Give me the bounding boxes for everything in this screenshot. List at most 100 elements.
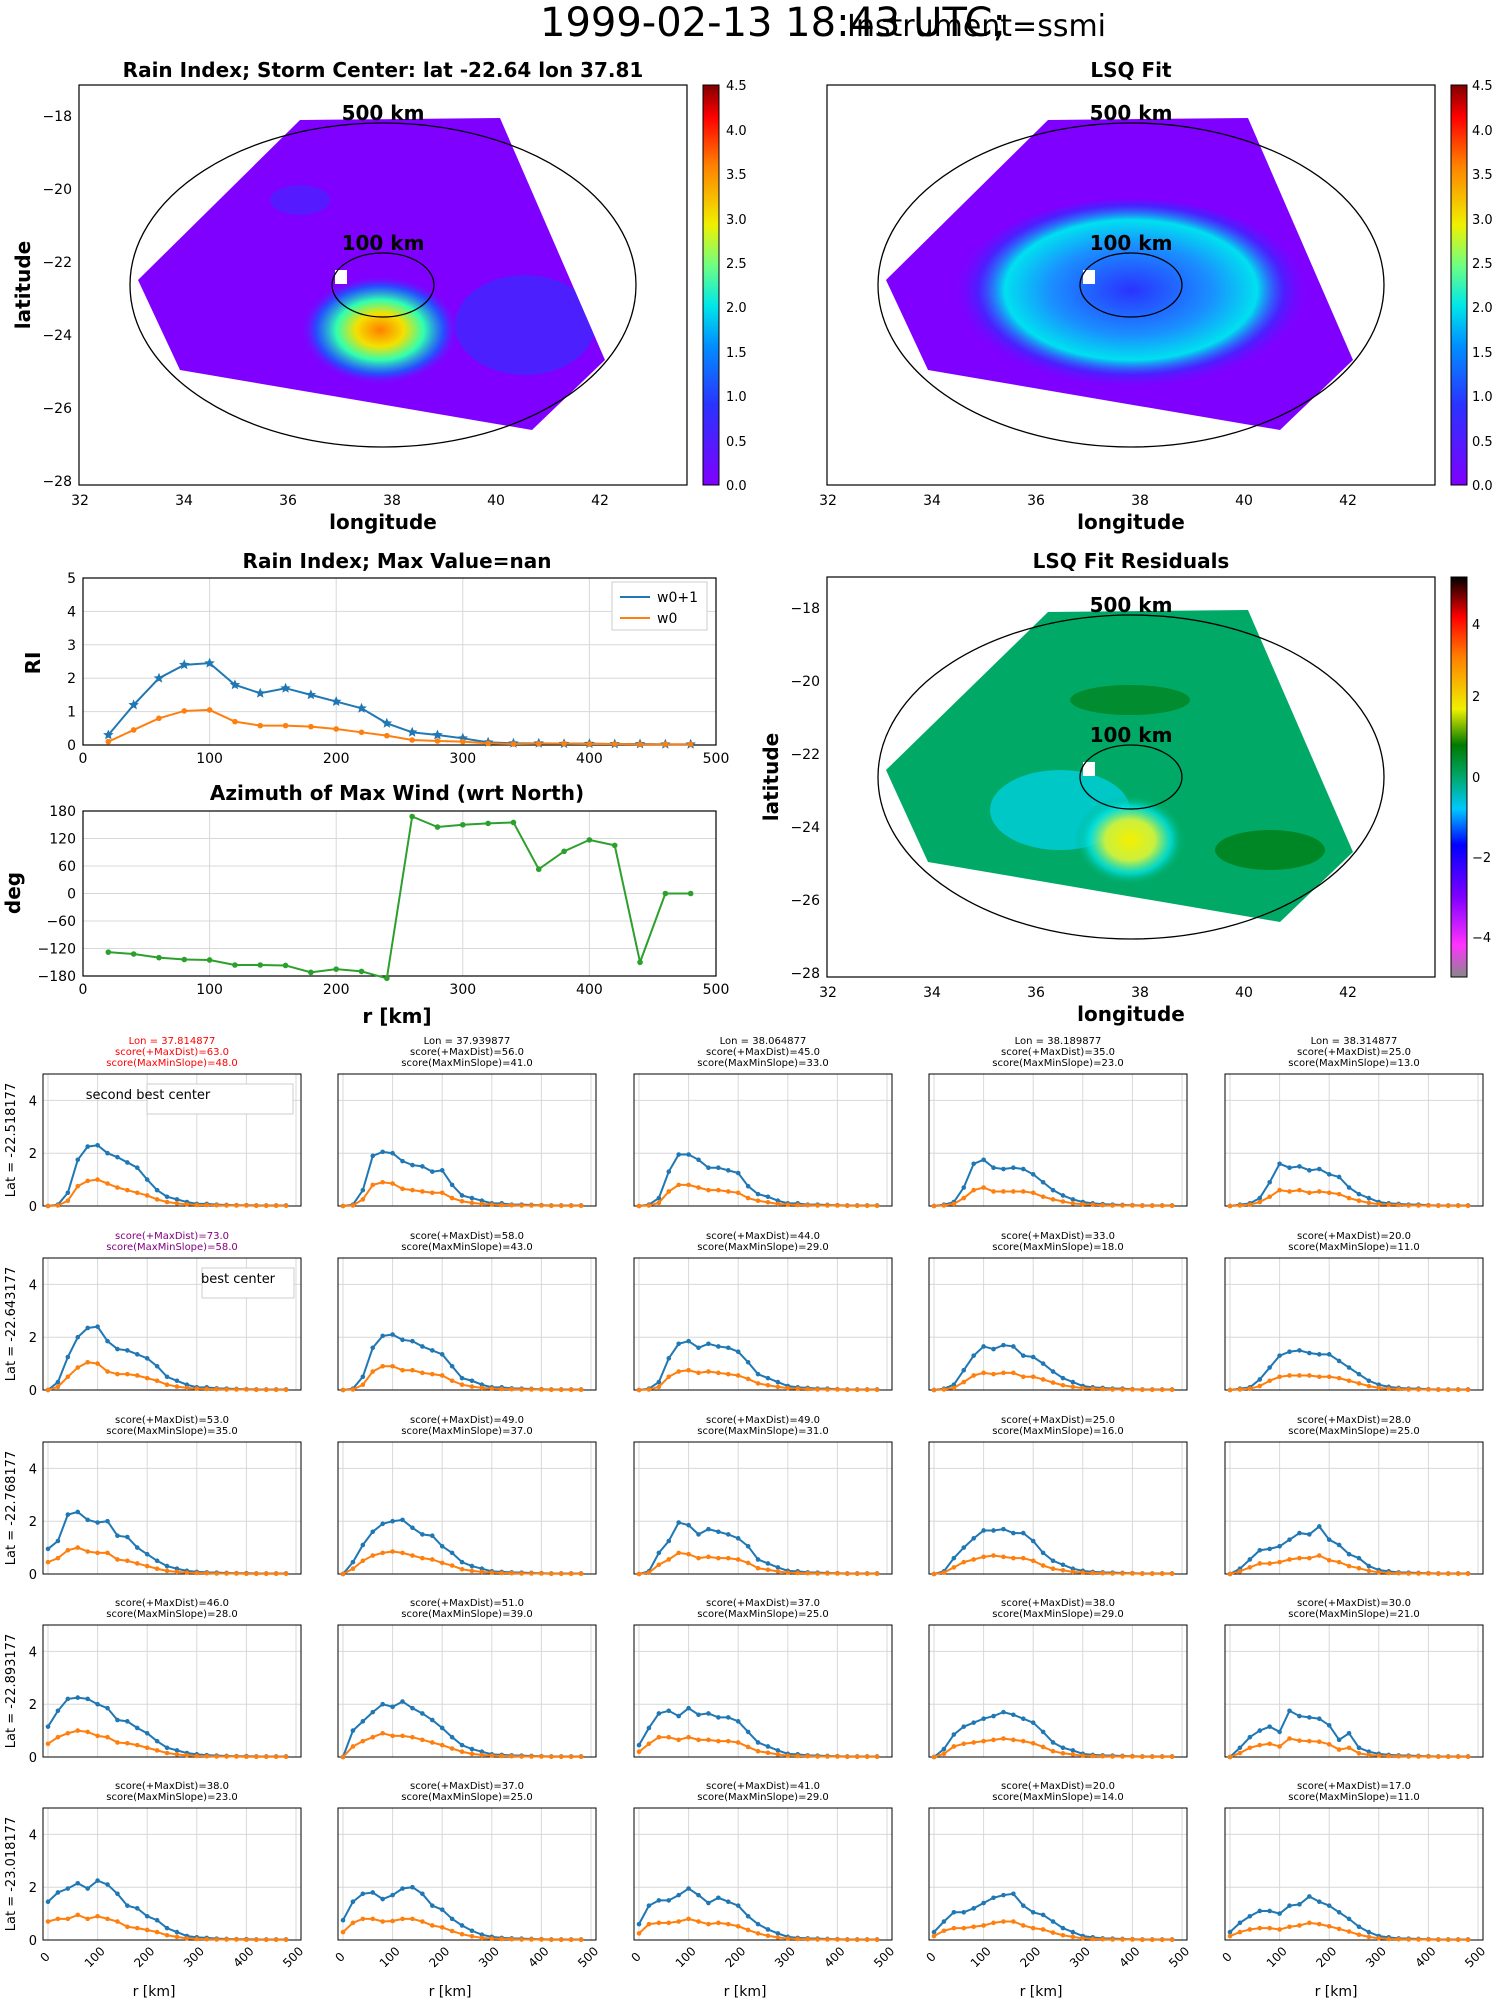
panel-title: score(+MaxDist)=25.0 bbox=[1297, 1047, 1411, 1058]
data-point bbox=[164, 1750, 170, 1756]
data-point bbox=[164, 1925, 170, 1931]
tick-label: 0 bbox=[333, 1950, 348, 1965]
data-point bbox=[1257, 1742, 1263, 1748]
data-point bbox=[164, 1745, 170, 1751]
data-point bbox=[971, 1557, 976, 1562]
data-point bbox=[244, 1937, 249, 1943]
data-point bbox=[194, 1753, 200, 1759]
data-point bbox=[568, 1937, 574, 1943]
data-point bbox=[845, 1937, 850, 1943]
data-point bbox=[636, 1749, 642, 1755]
data-point bbox=[115, 1557, 120, 1562]
data-point bbox=[55, 1379, 61, 1385]
data-point bbox=[370, 1890, 376, 1895]
data-point bbox=[283, 1754, 289, 1760]
data-point bbox=[805, 1570, 810, 1576]
data-point bbox=[55, 1890, 61, 1895]
data-point bbox=[835, 1387, 840, 1392]
data-point bbox=[384, 732, 390, 739]
data-point bbox=[716, 1165, 721, 1171]
data-point bbox=[489, 1202, 495, 1207]
data-point bbox=[75, 1880, 81, 1886]
cbar-tick: 3.5 bbox=[726, 168, 747, 183]
tick-label: 100 bbox=[1264, 1944, 1290, 1970]
data-point bbox=[263, 1937, 269, 1943]
data-point bbox=[479, 1932, 485, 1938]
data-point bbox=[636, 1742, 642, 1748]
data-point bbox=[1426, 1754, 1431, 1759]
data-point bbox=[558, 1937, 564, 1943]
data-point bbox=[805, 1202, 810, 1208]
cbar-tick: 2.0 bbox=[1472, 301, 1493, 316]
data-point bbox=[716, 1344, 721, 1349]
data-point bbox=[1080, 1753, 1086, 1758]
data-point bbox=[656, 1384, 662, 1390]
data-point bbox=[214, 1202, 219, 1208]
data-point bbox=[1227, 1754, 1233, 1760]
data-point bbox=[479, 1201, 485, 1207]
data-point bbox=[469, 1563, 475, 1569]
azimuth-axes bbox=[82, 810, 717, 977]
data-point bbox=[1020, 1166, 1026, 1172]
data-point bbox=[549, 1387, 554, 1393]
data-point bbox=[400, 1886, 405, 1891]
data-point bbox=[1416, 1571, 1421, 1576]
data-point bbox=[350, 1559, 356, 1565]
map-resid-ylabel: latitude bbox=[759, 733, 783, 821]
cbar-tick: 4.5 bbox=[726, 79, 747, 94]
map-resid-xticks: 32 34 36 38 40 42 bbox=[819, 985, 1357, 1001]
tick-label: 0 bbox=[29, 1384, 37, 1399]
tick-label: 200 bbox=[323, 751, 350, 767]
data-point bbox=[941, 1203, 947, 1208]
data-point bbox=[85, 1916, 90, 1922]
data-point bbox=[164, 1568, 170, 1574]
data-point bbox=[85, 1886, 90, 1891]
profile-ylabel: RI bbox=[21, 652, 45, 675]
tick-label: 32 bbox=[819, 985, 837, 1001]
cbar-tick: 1.5 bbox=[1472, 346, 1493, 361]
data-point bbox=[1287, 1924, 1292, 1930]
panel-axes bbox=[337, 1073, 597, 1207]
data-point bbox=[1130, 1937, 1135, 1942]
profile-grid: Lon = 37.814877score(+MaxDist)=63.0score… bbox=[29, 1036, 1489, 1970]
tick-label: 500 bbox=[871, 1944, 897, 1970]
data-point bbox=[568, 1387, 574, 1393]
data-point bbox=[105, 1734, 110, 1740]
data-point bbox=[529, 1387, 534, 1392]
data-point bbox=[164, 1932, 170, 1938]
data-point bbox=[1297, 1373, 1302, 1378]
data-point bbox=[400, 1916, 405, 1922]
data-point bbox=[1120, 1387, 1125, 1392]
data-point bbox=[1436, 1387, 1441, 1393]
data-point bbox=[1110, 1754, 1115, 1759]
data-point bbox=[1406, 1754, 1411, 1759]
data-point bbox=[1060, 1751, 1066, 1756]
tick-label: 300 bbox=[449, 751, 476, 767]
data-point bbox=[1247, 1557, 1253, 1562]
data-point bbox=[1237, 1750, 1243, 1756]
data-point bbox=[410, 1705, 415, 1711]
data-point bbox=[825, 1937, 830, 1942]
data-point bbox=[156, 715, 162, 722]
data-point bbox=[1336, 1926, 1342, 1932]
series-line-w0plus1 bbox=[342, 1518, 582, 1575]
data-point bbox=[194, 1936, 200, 1942]
data-point bbox=[1336, 1358, 1342, 1364]
data-point bbox=[449, 1916, 455, 1922]
panel-title: score(+MaxDist)=56.0 bbox=[410, 1047, 524, 1058]
tick-label: −18 bbox=[42, 109, 72, 125]
data-point bbox=[1257, 1561, 1263, 1566]
data-point bbox=[745, 1913, 751, 1919]
panel-title: score(+MaxDist)=38.0 bbox=[115, 1781, 229, 1792]
panel-axes bbox=[633, 1257, 893, 1391]
data-point bbox=[439, 1543, 445, 1549]
data-point bbox=[775, 1201, 781, 1207]
data-point bbox=[244, 1571, 249, 1577]
data-point bbox=[1297, 1738, 1302, 1743]
data-point bbox=[1149, 1754, 1155, 1760]
data-point bbox=[755, 1931, 761, 1936]
data-point bbox=[646, 1741, 652, 1747]
data-point bbox=[1060, 1193, 1066, 1198]
data-point bbox=[991, 1346, 996, 1352]
data-point bbox=[125, 1924, 130, 1930]
